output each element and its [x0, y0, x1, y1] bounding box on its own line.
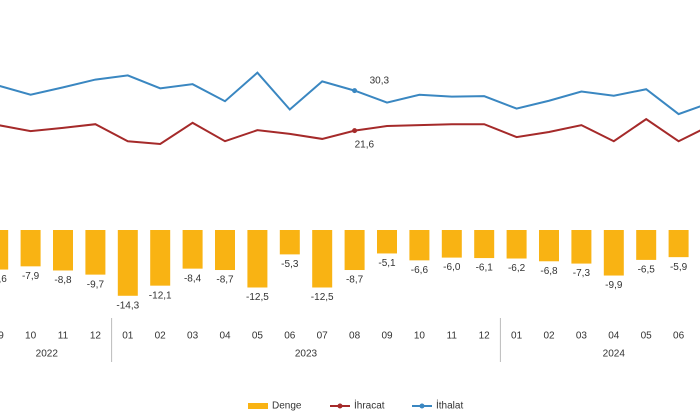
line — [0, 71, 700, 116]
x-tick-label: 11 — [58, 331, 69, 342]
x-tick-label: 04 — [219, 331, 231, 342]
x-tick-label: 09 — [0, 331, 4, 342]
point — [352, 128, 358, 134]
bar-label: -9,7 — [87, 279, 105, 290]
x-tick-label: 12 — [479, 331, 491, 342]
bar-label: -6,2 — [508, 263, 526, 274]
x-tick-label: 10 — [414, 331, 426, 342]
bar-label: -8,7 — [346, 275, 364, 286]
bar — [215, 230, 235, 271]
bar — [668, 230, 689, 258]
x-tick-label: 09 — [381, 331, 393, 342]
x-tick-label: 02 — [155, 331, 167, 342]
year-label: 2022 — [36, 349, 59, 360]
bar-label: -5,1 — [378, 258, 396, 269]
legend-marker — [337, 403, 343, 409]
x-tick-label: 07 — [317, 331, 329, 342]
point-label: 21,6 — [355, 139, 375, 150]
x-tick-label: 06 — [284, 331, 296, 342]
bar — [603, 230, 624, 276]
bar-label: -6,6 — [411, 265, 429, 276]
legend-marker — [419, 403, 425, 409]
bar-label: -6,0 — [443, 262, 461, 273]
x-tick-label: 04 — [608, 331, 620, 342]
bar-label: -9,9 — [605, 280, 623, 291]
x-tick-label: 08 — [349, 331, 361, 342]
bar-label: -7,3 — [573, 268, 591, 279]
bar — [571, 230, 592, 264]
bar-label: -12,5 — [311, 292, 334, 303]
legend-label: İthalat — [436, 399, 463, 412]
x-tick-label: 12 — [90, 331, 102, 342]
bar — [409, 230, 430, 261]
x-tick-label: 02 — [543, 331, 555, 342]
bar — [539, 230, 559, 262]
bar-label: -6,8 — [540, 266, 558, 277]
x-tick-label: 10 — [25, 331, 37, 342]
bar — [117, 230, 138, 296]
point-label: 30,3 — [370, 75, 390, 86]
bar — [53, 230, 73, 271]
bar — [636, 230, 657, 260]
bar — [20, 230, 41, 267]
bar-label: -6,5 — [638, 265, 656, 276]
bar — [441, 230, 462, 258]
bar-label: -8,7 — [216, 275, 234, 286]
x-tick-label: 01 — [122, 331, 134, 342]
legend-label: Denge — [272, 401, 302, 412]
bar — [247, 230, 268, 288]
bar — [150, 230, 171, 286]
bar-label: -7,9 — [22, 271, 40, 282]
bar-label: -5,3 — [281, 259, 299, 270]
bar — [279, 230, 300, 255]
bar-label: -6,1 — [476, 263, 494, 274]
x-tick-label: 05 — [641, 331, 653, 342]
bar-label: -8,6 — [0, 274, 7, 285]
bar-label: -14,3 — [116, 300, 139, 311]
legend-label: İhracat — [354, 399, 385, 412]
x-tick-label: 01 — [511, 331, 523, 342]
year-label: 2023 — [295, 349, 318, 360]
bar — [474, 230, 495, 259]
bar — [182, 230, 203, 269]
year-label: 2024 — [603, 349, 626, 360]
bar — [344, 230, 365, 271]
bar — [85, 230, 106, 275]
bar — [312, 230, 333, 288]
bar-label: -5,9 — [670, 262, 688, 273]
bar — [377, 230, 397, 254]
bar — [0, 230, 9, 270]
bar — [506, 230, 527, 259]
x-tick-label: 11 — [447, 331, 458, 342]
x-tick-label: 05 — [252, 331, 264, 342]
x-tick-label: 03 — [187, 331, 199, 342]
line — [0, 117, 700, 146]
bar-label: -8,4 — [184, 273, 202, 284]
bar-label: -12,5 — [246, 292, 269, 303]
x-tick-label: 03 — [576, 331, 588, 342]
bar-label: -8,8 — [54, 275, 72, 286]
legend-swatch — [248, 403, 268, 409]
bar-label: -12,1 — [149, 290, 172, 301]
x-tick-label: 06 — [673, 331, 685, 342]
point — [352, 88, 358, 94]
